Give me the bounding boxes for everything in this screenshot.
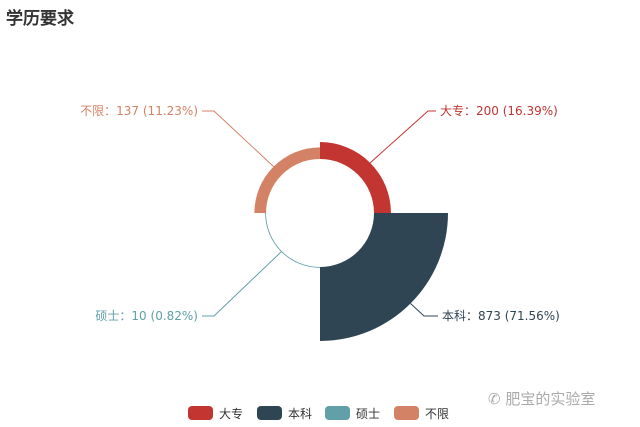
- label-line-1: [369, 110, 436, 164]
- legend-item-1[interactable]: 大专: [188, 406, 243, 421]
- legend-label: 大专: [219, 406, 243, 421]
- chart-title: 学历要求: [6, 9, 74, 29]
- watermark: ✆ 肥宝的实验室: [488, 388, 595, 409]
- slice-label-4: 不限：137 (11.23%): [80, 104, 198, 118]
- legend-label: 硕士: [356, 407, 380, 421]
- slice-label-1: 大专：200 (16.39%): [440, 103, 558, 118]
- legend-label: 本科: [288, 407, 312, 421]
- rose-slice-4: [254, 147, 320, 213]
- legend-item-4[interactable]: 不限: [394, 406, 449, 421]
- label-line-3: [202, 251, 282, 317]
- slice-label-3: 硕士：10 (0.82%): [95, 309, 198, 323]
- legend-item-2[interactable]: 本科: [257, 406, 312, 421]
- legend-swatch: [257, 406, 282, 420]
- rose-slice-1: [320, 142, 391, 213]
- legend-swatch: [394, 406, 419, 420]
- legend-item-3[interactable]: 硕士: [325, 406, 380, 421]
- watermark-text: 肥宝的实验室: [505, 390, 596, 408]
- label-line-2: [410, 303, 438, 317]
- slice-label-2: 本科：873 (71.56%): [442, 309, 560, 323]
- label-line-4: [202, 110, 274, 167]
- legend-swatch: [188, 406, 213, 420]
- legend-swatch: [325, 406, 350, 420]
- rose-slice-2: [320, 213, 448, 341]
- wechat-icon: ✆: [488, 390, 506, 408]
- legend-label: 不限: [425, 407, 449, 421]
